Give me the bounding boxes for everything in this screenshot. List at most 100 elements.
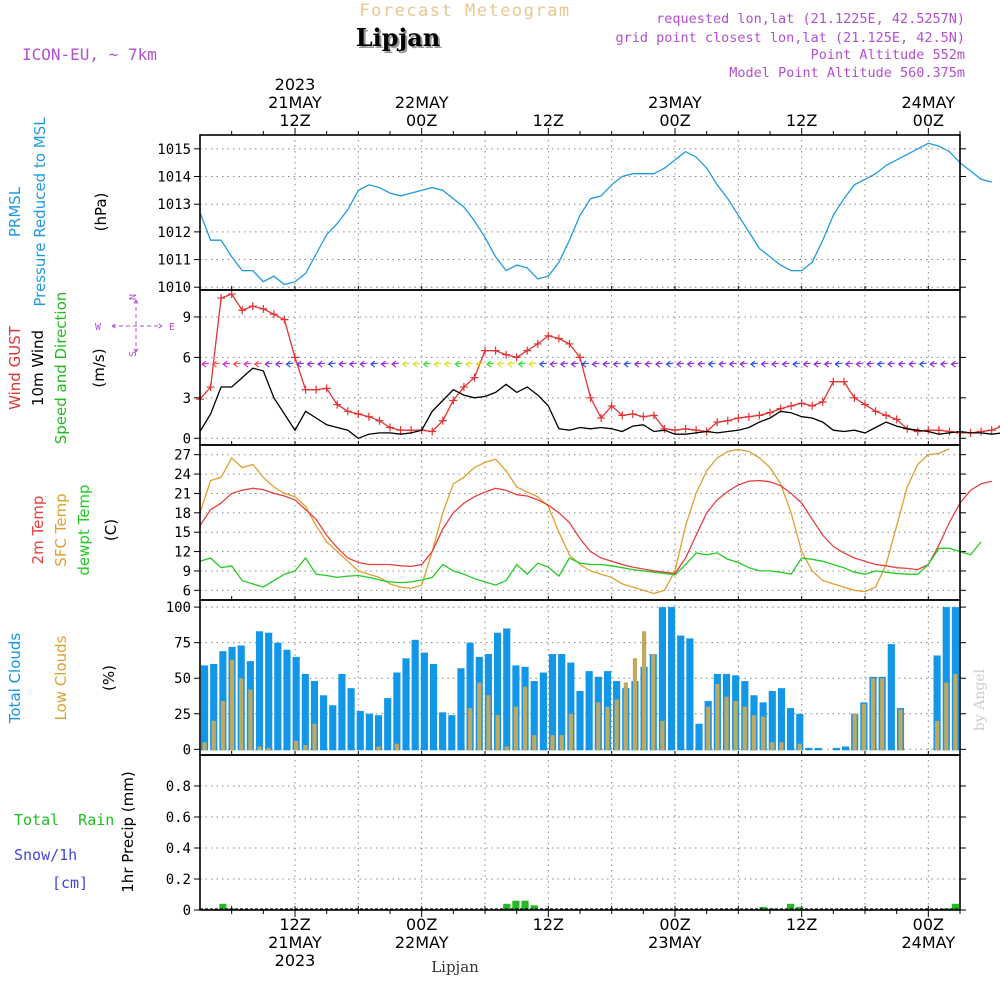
rain-bar — [796, 906, 804, 910]
low-cloud-bar — [761, 716, 766, 751]
precip-unit: 1hr Precip (mm) — [119, 771, 137, 892]
gust-marker — [206, 383, 215, 392]
gust-marker — [301, 385, 310, 394]
wind-direction-arrow — [570, 360, 579, 368]
total-cloud-bar — [933, 655, 941, 751]
low-cloud-bar — [724, 696, 729, 751]
low-cloud-bar — [522, 686, 528, 751]
total-cloud-bar — [329, 705, 337, 751]
gust-marker — [808, 401, 817, 410]
chart-title: Lipjan — [356, 23, 440, 52]
wind-direction-arrow — [844, 360, 853, 368]
low-cloud-bar — [266, 747, 271, 751]
y-tick-label: 15 — [174, 525, 191, 541]
total-cloud-bar — [402, 658, 410, 751]
wind-direction-arrow — [887, 360, 896, 368]
low-cloud-bar — [229, 659, 235, 751]
low-cloud-bar — [495, 715, 500, 751]
gust-marker — [554, 334, 563, 343]
bottom-time-label: 24MAY — [902, 933, 956, 952]
gust-marker — [945, 427, 954, 436]
total-cloud-bar — [558, 654, 566, 751]
gust-marker — [512, 353, 521, 362]
gust-marker — [364, 412, 373, 421]
bottom-time-label: 22MAY — [395, 933, 449, 952]
compass-north: N — [128, 294, 139, 300]
gust-marker — [502, 350, 511, 359]
wind-direction-arrow — [686, 360, 695, 368]
gust-marker — [386, 423, 394, 432]
wind-direction-arrow — [781, 360, 790, 368]
wind-direction-arrow — [327, 360, 336, 368]
wind-direction-arrow — [243, 360, 252, 368]
wind-direction-arrow — [581, 360, 590, 368]
bottom-time-label: 12Z — [533, 915, 564, 934]
gust-marker — [333, 400, 342, 409]
low-cloud-bar — [770, 742, 775, 751]
gust-marker — [449, 396, 458, 405]
gust-marker — [291, 353, 299, 362]
gust-marker — [892, 415, 901, 424]
low-cloud-bar — [596, 702, 601, 751]
bottom-time-label: 2023 — [275, 951, 316, 970]
total-cloud-bar — [548, 654, 557, 751]
gust-marker — [787, 401, 796, 410]
low-cloud-bar — [312, 723, 317, 751]
t2m-ylabel: 2m Temp — [29, 496, 47, 565]
low-cloud-bar — [504, 746, 509, 751]
rain-bar — [787, 903, 795, 910]
total-cloud-bar — [210, 663, 218, 751]
rain-bar — [512, 900, 520, 910]
total-cloud-bar — [494, 632, 502, 751]
low-cloud-bar — [220, 700, 225, 751]
y-tick-label: 1010 — [157, 280, 191, 296]
wind-direction-arrow — [834, 360, 843, 368]
low-cloud-bar — [742, 706, 747, 751]
wind-direction-arrow — [950, 360, 959, 368]
wind-direction-arrow — [306, 360, 315, 368]
low-cloud-bar — [486, 695, 491, 751]
total-cloud-bar — [429, 663, 438, 751]
gust-marker — [375, 416, 384, 425]
total-cloud-bar — [841, 746, 850, 751]
wind-direction-arrow — [929, 360, 938, 368]
gust-marker — [470, 373, 479, 382]
top-time-label: 2023 — [275, 75, 316, 94]
wind-ylabel: 10m Wind — [29, 330, 47, 406]
wind-direction-arrow — [317, 360, 326, 368]
low-cloud-bar — [468, 708, 473, 751]
wind-direction-arrow — [612, 360, 621, 368]
y-tick-label: 100 — [166, 600, 191, 616]
panel-pressure: 1010 1011 1012 1013 1014 1015 — [157, 140, 992, 296]
wind-direction-arrow — [939, 360, 948, 368]
gust-marker — [618, 411, 627, 420]
y-tick-label: 27 — [174, 448, 191, 464]
gust-marker — [755, 411, 764, 420]
gust-marker — [354, 410, 363, 418]
wind-direction-arrow — [866, 360, 875, 368]
total-cloud-bar — [384, 698, 392, 751]
wind-direction-arrow — [475, 360, 484, 368]
top-time-label: 12Z — [279, 111, 310, 130]
gust-marker — [259, 304, 268, 313]
gust-marker — [481, 346, 489, 355]
wind-direction-arrow — [222, 360, 231, 368]
wind-direction-arrow — [253, 360, 262, 368]
total-cloud-bar — [585, 671, 593, 751]
y-tick-label: 1013 — [157, 197, 191, 213]
gust-marker — [438, 416, 447, 425]
total-cloud-bar — [503, 628, 511, 751]
sfc-temp-line — [199, 448, 950, 595]
wind-direction-arrow — [728, 360, 737, 368]
low-cloud-bar — [248, 689, 253, 751]
wind-direction-arrow — [486, 360, 495, 368]
total-cloud-bar — [347, 688, 355, 751]
y-tick-label: 1014 — [157, 170, 191, 186]
wind-direction-arrow — [538, 360, 547, 368]
wind-direction-arrow — [792, 360, 801, 368]
y-tick-label: 9 — [183, 310, 191, 326]
gust-marker — [576, 353, 584, 362]
rain-bar — [521, 900, 529, 910]
